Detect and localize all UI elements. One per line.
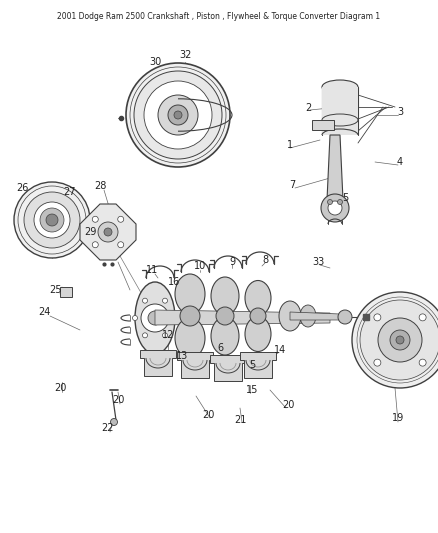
Text: 19: 19: [392, 413, 404, 423]
Ellipse shape: [322, 80, 358, 94]
Text: 22: 22: [102, 423, 114, 433]
Text: 21: 21: [234, 415, 246, 425]
Polygon shape: [140, 350, 176, 376]
Text: 1: 1: [287, 140, 293, 150]
Circle shape: [158, 95, 198, 135]
Text: 28: 28: [94, 181, 106, 191]
Circle shape: [162, 333, 167, 338]
Circle shape: [162, 298, 167, 303]
Circle shape: [378, 318, 422, 362]
Circle shape: [98, 222, 118, 242]
Polygon shape: [327, 135, 343, 200]
Ellipse shape: [279, 301, 301, 331]
Circle shape: [396, 336, 404, 344]
Text: 20: 20: [202, 410, 214, 420]
Circle shape: [390, 330, 410, 350]
Circle shape: [328, 201, 342, 215]
Text: 20: 20: [282, 400, 294, 410]
Circle shape: [92, 242, 98, 248]
Ellipse shape: [211, 317, 239, 355]
Text: 20: 20: [112, 395, 124, 405]
Polygon shape: [60, 287, 72, 297]
Circle shape: [40, 208, 64, 232]
Polygon shape: [210, 355, 246, 381]
Text: 15: 15: [246, 385, 258, 395]
Circle shape: [338, 310, 352, 324]
Text: 7: 7: [289, 180, 295, 190]
Circle shape: [419, 314, 426, 321]
Polygon shape: [80, 204, 136, 260]
Text: 26: 26: [16, 183, 28, 193]
Circle shape: [134, 71, 222, 159]
Text: 6: 6: [217, 343, 223, 353]
Circle shape: [34, 202, 70, 238]
Circle shape: [360, 300, 438, 380]
Text: 29: 29: [84, 227, 96, 237]
Circle shape: [352, 292, 438, 388]
Circle shape: [174, 111, 182, 119]
Circle shape: [118, 216, 124, 222]
Circle shape: [118, 242, 124, 248]
Circle shape: [148, 311, 162, 325]
Circle shape: [141, 304, 169, 332]
Text: 24: 24: [38, 307, 50, 317]
Text: 5: 5: [249, 360, 255, 370]
Text: 9: 9: [229, 257, 235, 267]
Circle shape: [374, 314, 381, 321]
Text: 5: 5: [342, 193, 348, 203]
Text: 16: 16: [168, 277, 180, 287]
Text: 13: 13: [176, 351, 188, 361]
Text: 2: 2: [305, 103, 311, 113]
Text: 11: 11: [146, 265, 158, 275]
Ellipse shape: [211, 277, 239, 315]
Polygon shape: [155, 310, 330, 325]
Ellipse shape: [175, 318, 205, 358]
Circle shape: [321, 194, 349, 222]
Text: 8: 8: [262, 255, 268, 265]
Circle shape: [142, 333, 148, 338]
Circle shape: [168, 105, 188, 125]
Circle shape: [216, 307, 234, 325]
Ellipse shape: [245, 317, 271, 351]
Circle shape: [142, 298, 148, 303]
Circle shape: [419, 359, 426, 366]
Circle shape: [133, 316, 138, 320]
Circle shape: [46, 214, 58, 226]
Text: 20: 20: [54, 383, 66, 393]
Circle shape: [92, 216, 98, 222]
Text: 33: 33: [312, 257, 324, 267]
Ellipse shape: [300, 305, 316, 327]
Text: 30: 30: [149, 57, 161, 67]
Circle shape: [250, 308, 266, 324]
Circle shape: [328, 199, 332, 205]
Circle shape: [104, 228, 112, 236]
Circle shape: [24, 192, 80, 248]
Circle shape: [374, 359, 381, 366]
Text: 3: 3: [397, 107, 403, 117]
Polygon shape: [290, 312, 340, 320]
Circle shape: [144, 81, 212, 149]
Circle shape: [338, 199, 343, 205]
Text: 14: 14: [274, 345, 286, 355]
Text: 27: 27: [64, 187, 76, 197]
Text: 4: 4: [397, 157, 403, 167]
Polygon shape: [322, 87, 358, 135]
Circle shape: [14, 182, 90, 258]
Polygon shape: [312, 120, 334, 130]
Polygon shape: [240, 352, 276, 378]
Text: 32: 32: [179, 50, 191, 60]
Ellipse shape: [175, 274, 205, 314]
Text: 12: 12: [162, 330, 174, 340]
Circle shape: [126, 63, 230, 167]
Text: 25: 25: [49, 285, 61, 295]
Circle shape: [110, 418, 117, 425]
Ellipse shape: [245, 280, 271, 316]
Text: 2001 Dodge Ram 2500 Crankshaft , Piston , Flywheel & Torque Converter Diagram 1: 2001 Dodge Ram 2500 Crankshaft , Piston …: [57, 12, 381, 21]
Polygon shape: [177, 352, 213, 378]
Ellipse shape: [135, 282, 175, 354]
Circle shape: [173, 316, 177, 320]
Circle shape: [180, 306, 200, 326]
Text: 10: 10: [194, 261, 206, 271]
